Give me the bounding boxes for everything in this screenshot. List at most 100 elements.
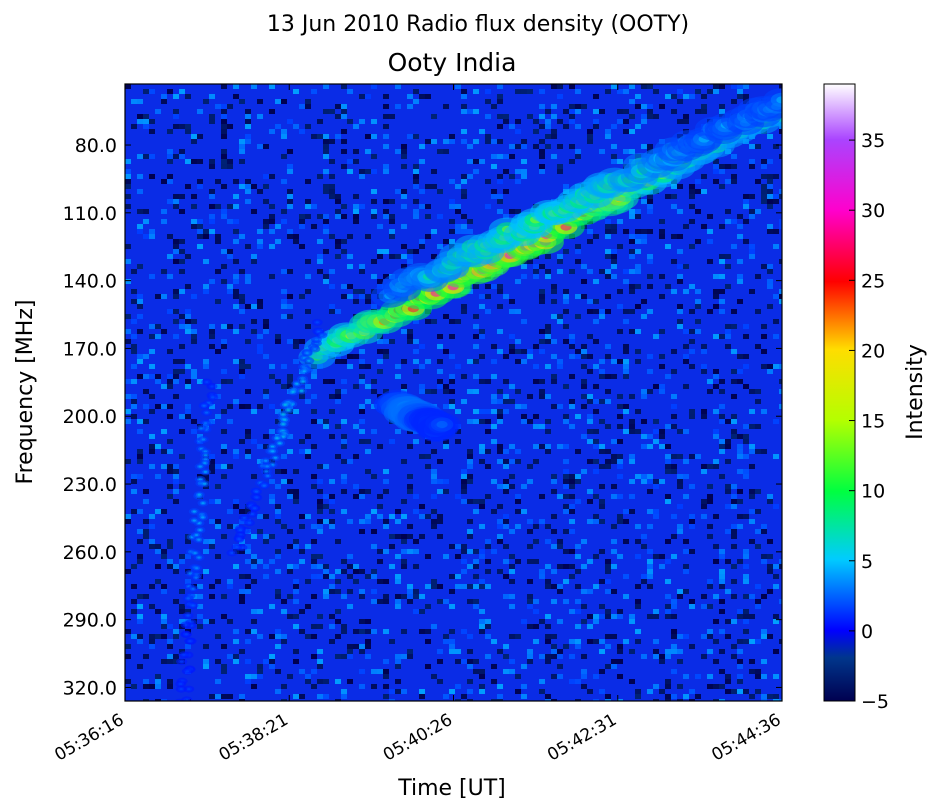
heatmap-cell	[683, 94, 689, 99]
heatmap-cell	[653, 684, 659, 689]
heatmap-cell	[659, 229, 665, 234]
heatmap-cell	[497, 329, 503, 334]
heatmap-cell	[173, 564, 179, 569]
heatmap-cell	[479, 624, 485, 629]
heatmap-cell	[461, 179, 467, 184]
heatmap-cell	[287, 229, 293, 234]
heatmap-cell	[167, 149, 173, 154]
heatmap-cell	[215, 554, 221, 559]
heatmap-cell	[635, 269, 641, 274]
heatmap-cell	[485, 284, 491, 289]
heatmap-cell	[173, 359, 179, 364]
heatmap-cell	[695, 189, 701, 194]
heatmap-cell	[299, 339, 305, 344]
heatmap-cell	[677, 279, 683, 284]
heatmap-cell	[221, 154, 227, 159]
heatmap-cell	[701, 464, 707, 469]
heatmap-cell	[623, 574, 629, 579]
heatmap-cell	[281, 269, 287, 274]
heatmap-cell	[341, 479, 347, 484]
heatmap-cell	[263, 329, 269, 334]
heatmap-cell	[371, 169, 377, 174]
heatmap-cell	[761, 364, 767, 369]
heatmap-cell	[767, 499, 773, 504]
heatmap-cell	[149, 544, 155, 549]
heatmap-cell	[719, 289, 725, 294]
heatmap-cell	[575, 624, 581, 629]
heatmap-cell	[479, 459, 485, 464]
heatmap-cell	[239, 589, 245, 594]
heatmap-cell	[719, 474, 725, 479]
heatmap-cell	[581, 434, 587, 439]
heatmap-cell	[257, 344, 263, 349]
heatmap-cell	[155, 684, 161, 689]
heatmap-cell	[665, 694, 671, 699]
heatmap-cell	[389, 639, 395, 644]
heatmap-cell	[131, 684, 137, 689]
heatmap-cell	[527, 654, 533, 659]
heatmap-cell	[713, 179, 719, 184]
heatmap-cell	[659, 434, 665, 439]
heatmap-cell	[773, 334, 779, 339]
heatmap-cell	[371, 84, 377, 89]
heatmap-cell	[767, 284, 773, 289]
heatmap-cell	[485, 294, 491, 299]
heatmap-cell	[239, 699, 245, 701]
heatmap-cell	[587, 419, 593, 424]
heatmap-cell	[269, 559, 275, 564]
heatmap-cell	[485, 89, 491, 94]
heatmap-cell	[569, 504, 575, 509]
heatmap-cell	[641, 444, 647, 449]
heatmap-cell	[557, 654, 563, 659]
heatmap-cell	[491, 394, 497, 399]
heatmap-cell	[197, 379, 203, 384]
heatmap-cell	[641, 544, 647, 549]
heatmap-cell	[551, 134, 557, 139]
heatmap-cell	[173, 319, 179, 324]
heatmap-cell	[179, 194, 185, 199]
colorbar-tick-label: 35	[861, 130, 885, 152]
heatmap-cell	[395, 579, 401, 584]
heatmap-cell	[293, 584, 299, 589]
heatmap-cell	[569, 334, 575, 339]
heatmap-cell	[623, 374, 629, 379]
heatmap-cell	[167, 449, 173, 454]
heatmap-cell	[185, 609, 191, 614]
heatmap-cell	[245, 244, 251, 249]
heatmap-cell	[743, 549, 749, 554]
heatmap-cell	[245, 509, 251, 514]
heatmap-cell	[353, 494, 359, 499]
heatmap-cell	[419, 454, 425, 459]
heatmap-cell	[323, 494, 329, 499]
heatmap-cell	[563, 579, 569, 584]
heatmap-cell	[515, 559, 521, 564]
heatmap-cell	[545, 144, 551, 149]
heatmap-cell	[137, 299, 143, 304]
heatmap-cell	[515, 524, 521, 529]
heatmap-cell	[197, 434, 203, 439]
heatmap-cell	[173, 474, 179, 479]
heatmap-cell	[389, 699, 395, 701]
heatmap-cell	[443, 384, 449, 389]
heatmap-cell	[239, 509, 245, 514]
heatmap-cell	[539, 154, 545, 159]
heatmap-cell	[725, 324, 731, 329]
heatmap-cell	[461, 214, 467, 219]
heatmap-cell	[629, 679, 635, 684]
heatmap-cell	[131, 404, 137, 409]
heatmap-cell	[779, 194, 782, 199]
heatmap-cell	[509, 459, 515, 464]
heatmap-cell	[257, 674, 263, 679]
heatmap-cell	[779, 219, 782, 224]
heatmap-cell	[227, 124, 233, 129]
heatmap-cell	[737, 444, 743, 449]
heatmap-cell	[545, 419, 551, 424]
heatmap-cell	[467, 174, 473, 179]
heatmap-cell	[629, 509, 635, 514]
heatmap-cell	[311, 224, 317, 229]
heatmap-cell	[347, 574, 353, 579]
heatmap-cell	[449, 179, 455, 184]
heatmap-cell	[179, 454, 185, 459]
heatmap-cell	[623, 309, 629, 314]
heatmap-cell	[581, 379, 587, 384]
